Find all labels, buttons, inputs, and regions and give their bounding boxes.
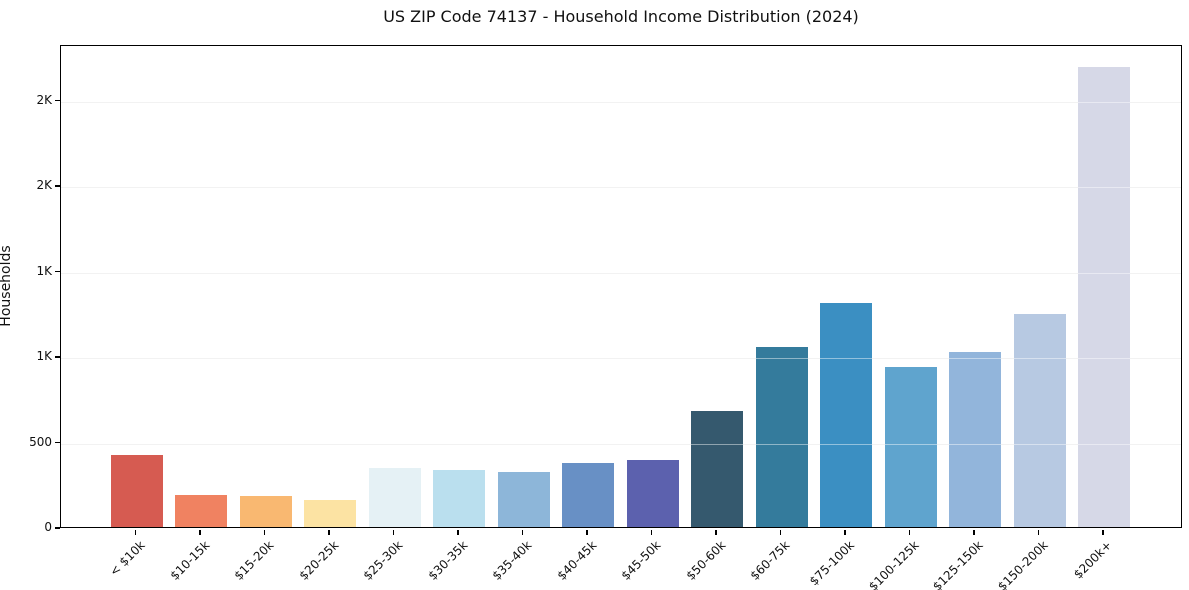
x-tick-mark bbox=[1037, 529, 1040, 535]
gridline-y-2000 bbox=[61, 187, 1181, 189]
x-tick-label: $45-50k bbox=[618, 538, 664, 583]
x-tick-label: $60-75k bbox=[747, 538, 793, 583]
gridline-overlay-y-1500 bbox=[61, 272, 1181, 274]
gridline-y-1500 bbox=[61, 272, 1181, 274]
x-tick-label: $75-100k bbox=[806, 538, 857, 589]
x-tick-label: < $10k bbox=[106, 538, 148, 579]
y-tick-label: 0 bbox=[44, 520, 52, 534]
bar-45-50k bbox=[626, 460, 679, 527]
x-tick-mark bbox=[586, 529, 588, 535]
gridline-overlay-y-500 bbox=[61, 443, 1181, 445]
x-tick-mark bbox=[263, 529, 266, 535]
x-tick-label: $50-60k bbox=[683, 538, 728, 583]
x-tick-mark bbox=[1102, 529, 1104, 535]
y-tick-mark bbox=[55, 185, 60, 187]
x-tick-mark bbox=[521, 529, 524, 535]
gridline-y-500 bbox=[61, 443, 1181, 445]
gridline-y-2500 bbox=[61, 101, 1181, 103]
x-tick-mark bbox=[779, 529, 782, 535]
x-tick-mark bbox=[328, 529, 330, 535]
bar-125-150k bbox=[949, 351, 1001, 527]
bar-50-60k bbox=[691, 410, 743, 527]
bar-20-25k bbox=[304, 499, 356, 527]
x-tick-mark bbox=[844, 529, 846, 535]
gridline-overlay-y-2500 bbox=[61, 101, 1181, 103]
x-tick-mark bbox=[650, 529, 653, 535]
y-tick-mark bbox=[55, 270, 60, 273]
y-tick-label: 1K bbox=[36, 263, 52, 278]
x-tick-label: $125-150k bbox=[930, 538, 986, 590]
plot-area bbox=[60, 45, 1182, 528]
y-tick-label: 500 bbox=[29, 434, 52, 449]
y-tick-mark bbox=[55, 356, 60, 358]
x-tick-label: $25-30k bbox=[360, 538, 406, 583]
y-axis-label-text: Households bbox=[0, 245, 14, 327]
y-tick-mark bbox=[55, 527, 60, 529]
x-tick-label: $40-45k bbox=[554, 538, 599, 583]
gridline-y-1000 bbox=[61, 358, 1181, 360]
x-tick-label: $30-35k bbox=[425, 538, 470, 583]
x-tick-label: $200k+ bbox=[1071, 538, 1115, 582]
y-tick-label: 1K bbox=[36, 349, 52, 364]
y-tick-mark bbox=[55, 441, 60, 444]
x-tick-mark bbox=[908, 529, 911, 535]
gridline-overlay-y-1000 bbox=[61, 358, 1181, 360]
bar-150-200k bbox=[1013, 314, 1066, 527]
x-tick-mark bbox=[457, 529, 459, 535]
y-tick-mark bbox=[55, 99, 60, 102]
x-tick-mark bbox=[715, 529, 717, 535]
x-tick-label: $20-25k bbox=[296, 538, 341, 583]
x-tick-label: $35-40k bbox=[489, 538, 535, 583]
bar-40-45k bbox=[562, 462, 614, 527]
y-tick-label: 2K bbox=[36, 92, 52, 107]
x-tick-label: $15-20k bbox=[231, 538, 277, 583]
x-tick-label: $100-125k bbox=[865, 538, 922, 590]
y-tick-label: 2K bbox=[36, 178, 52, 193]
bar-10k bbox=[110, 455, 163, 527]
x-tick-mark bbox=[973, 529, 975, 535]
gridline-overlay-y-2000 bbox=[61, 187, 1181, 189]
x-tick-label: $150-200k bbox=[994, 538, 1051, 590]
bar-75-100k bbox=[820, 303, 872, 527]
bar-15-20k bbox=[239, 496, 292, 527]
bar-10-15k bbox=[175, 494, 227, 527]
x-tick-mark bbox=[199, 529, 201, 535]
bar-200k bbox=[1078, 67, 1130, 527]
bar-60-75k bbox=[755, 347, 808, 527]
bar-25-30k bbox=[368, 468, 421, 527]
bar-35-40k bbox=[497, 472, 550, 527]
chart-title: US ZIP Code 74137 - Household Income Dis… bbox=[383, 7, 859, 26]
x-tick-mark bbox=[392, 529, 395, 535]
bar-30-35k bbox=[433, 469, 485, 527]
x-tick-label: $10-15k bbox=[167, 538, 212, 583]
x-tick-mark bbox=[134, 529, 137, 535]
bar-100-125k bbox=[884, 367, 937, 527]
